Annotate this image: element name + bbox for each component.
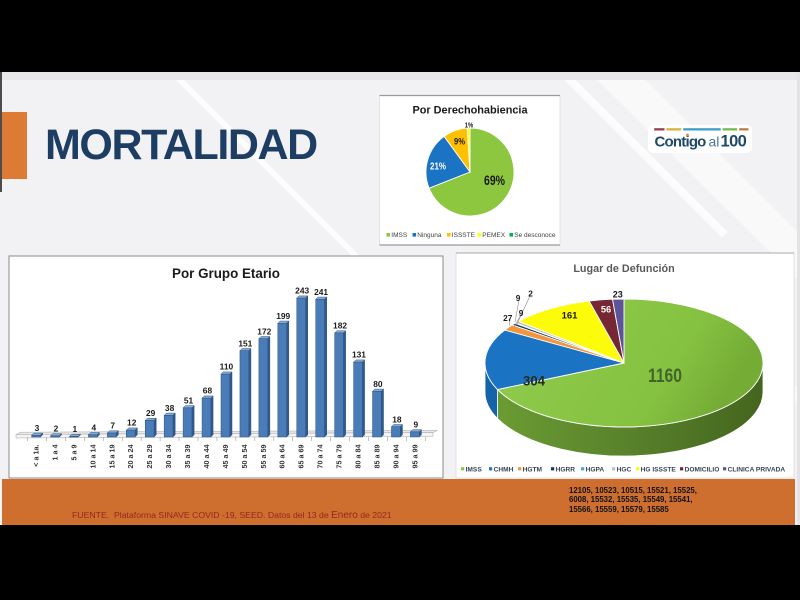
svg-text:199: 199 <box>276 311 290 321</box>
svg-text:Se desconoce: Se desconoce <box>514 232 556 239</box>
svg-text:CHMH: CHMH <box>494 466 514 473</box>
svg-text:ISSSTE: ISSSTE <box>452 232 476 239</box>
svg-text:3: 3 <box>35 423 40 433</box>
svg-text:151: 151 <box>238 338 252 348</box>
svg-text:69%: 69% <box>484 172 505 188</box>
svg-text:2: 2 <box>54 423 59 433</box>
svg-text:Contigo: Contigo <box>655 134 707 151</box>
svg-text:90 a 94: 90 a 94 <box>391 445 400 469</box>
svg-text:12: 12 <box>127 418 137 428</box>
svg-text:9: 9 <box>516 293 521 303</box>
svg-text:21%: 21% <box>430 160 447 172</box>
svg-text:18: 18 <box>392 414 402 424</box>
svg-text:Por Derechohabiencia: Por Derechohabiencia <box>413 105 529 117</box>
svg-text:2: 2 <box>528 289 533 299</box>
svg-text:56: 56 <box>601 305 611 315</box>
svg-text:131: 131 <box>352 350 366 360</box>
svg-text:IMSS: IMSS <box>391 232 408 239</box>
svg-text:Lugar de Defunción: Lugar de Defunción <box>573 263 674 275</box>
svg-text:1: 1 <box>73 424 78 434</box>
svg-text:4: 4 <box>91 422 96 432</box>
svg-text:9: 9 <box>413 419 418 429</box>
svg-text:50 a 54: 50 a 54 <box>240 445 249 469</box>
svg-text:30 a 34: 30 a 34 <box>164 445 173 469</box>
svg-text:al: al <box>709 134 720 150</box>
svg-text:20 a 24: 20 a 24 <box>126 445 135 469</box>
svg-text:35 a 39: 35 a 39 <box>183 445 192 469</box>
svg-text:15 a 19: 15 a 19 <box>107 445 116 469</box>
svg-text:85 a 89: 85 a 89 <box>372 445 381 469</box>
svg-text:110: 110 <box>220 362 234 372</box>
svg-text:75 a 79: 75 a 79 <box>335 445 344 469</box>
svg-text:10 a 14: 10 a 14 <box>88 445 97 469</box>
svg-text:241: 241 <box>314 287 328 297</box>
svg-text:Ninguna: Ninguna <box>417 232 442 239</box>
svg-text:HGTM: HGTM <box>523 466 543 473</box>
svg-text:CLINICA PRIVADA: CLINICA PRIVADA <box>728 466 786 473</box>
svg-text:80: 80 <box>373 379 383 389</box>
svg-text:51: 51 <box>184 395 194 405</box>
svg-text:243: 243 <box>295 286 309 296</box>
svg-text:304: 304 <box>523 373 545 389</box>
svg-text:Por Grupo Etario: Por Grupo Etario <box>172 266 280 281</box>
svg-text:7: 7 <box>110 421 115 431</box>
svg-text:100: 100 <box>721 133 747 151</box>
svg-text:< a 1a.: < a 1a. <box>32 445 41 467</box>
svg-text:27: 27 <box>503 313 513 323</box>
svg-text:55 a 59: 55 a 59 <box>259 445 268 469</box>
svg-text:68: 68 <box>203 386 213 396</box>
svg-text:HG ISSSTE: HG ISSSTE <box>641 466 677 473</box>
svg-text:HGPA: HGPA <box>586 466 605 473</box>
svg-text:1%: 1% <box>465 120 474 129</box>
svg-text:1 a 4: 1 a 4 <box>50 445 59 461</box>
svg-text:70 a 74: 70 a 74 <box>316 445 325 469</box>
svg-text:1160: 1160 <box>648 366 682 387</box>
svg-text:29: 29 <box>146 408 156 418</box>
svg-text:PEMEX: PEMEX <box>482 232 505 239</box>
svg-text:HGRR: HGRR <box>556 466 576 473</box>
svg-text:23: 23 <box>613 289 623 299</box>
svg-text:161: 161 <box>562 311 579 322</box>
svg-text:45 a 49: 45 a 49 <box>221 445 230 469</box>
svg-text:80 a 84: 80 a 84 <box>353 445 362 469</box>
svg-text:9%: 9% <box>454 136 465 146</box>
svg-text:95 a 99: 95 a 99 <box>410 445 419 469</box>
svg-text:40 a 44: 40 a 44 <box>202 445 211 469</box>
svg-text:5 a 9: 5 a 9 <box>69 445 78 461</box>
svg-text:38: 38 <box>165 403 175 413</box>
svg-text:25 a 29: 25 a 29 <box>145 445 154 469</box>
svg-text:9: 9 <box>519 308 524 318</box>
svg-text:182: 182 <box>333 321 347 331</box>
svg-text:DOMICILIO: DOMICILIO <box>685 466 720 473</box>
svg-text:60 a 64: 60 a 64 <box>278 445 287 469</box>
svg-text:IMSS: IMSS <box>466 466 483 473</box>
svg-text:HGC: HGC <box>617 466 632 473</box>
svg-text:65 a 69: 65 a 69 <box>297 445 306 469</box>
svg-text:172: 172 <box>257 326 271 336</box>
